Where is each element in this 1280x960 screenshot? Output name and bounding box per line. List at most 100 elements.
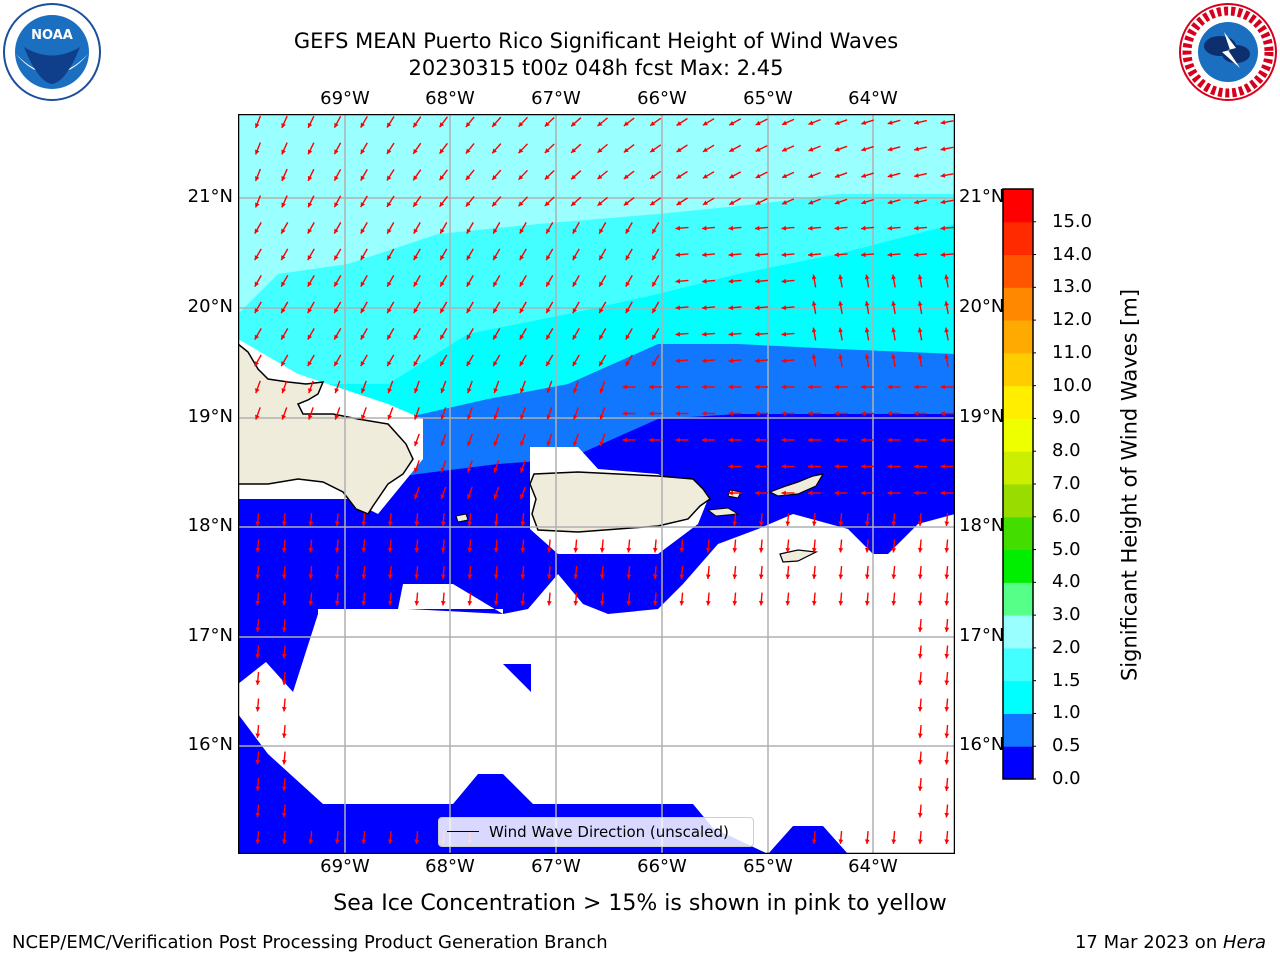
wave-direction-arrow xyxy=(466,301,474,314)
wave-direction-arrow xyxy=(412,169,422,181)
wave-direction-arrow xyxy=(413,301,421,314)
wave-direction-arrow xyxy=(914,490,927,496)
wave-direction-arrow xyxy=(570,196,582,207)
lon-label-bottom: 65°W xyxy=(743,856,793,877)
wave-direction-arrow xyxy=(493,460,500,473)
wave-direction-arrow xyxy=(307,168,315,182)
wave-direction-arrow xyxy=(705,565,711,580)
wave-direction-arrow xyxy=(625,301,633,314)
wave-direction-arrow xyxy=(755,198,768,205)
wave-direction-arrow xyxy=(387,380,394,394)
wave-direction-arrow xyxy=(281,804,287,818)
wave-direction-arrow xyxy=(439,248,448,261)
colorbar-segment xyxy=(1003,516,1033,551)
wave-direction-arrow xyxy=(940,225,954,231)
wave-direction-arrow xyxy=(838,512,844,527)
wave-direction-arrow xyxy=(940,490,954,496)
wave-direction-arrow xyxy=(254,168,262,182)
wave-direction-arrow xyxy=(838,300,843,315)
wave-direction-arrow xyxy=(281,777,287,792)
wave-direction-arrow xyxy=(861,437,874,443)
wave-direction-arrow xyxy=(834,490,848,496)
wave-direction-arrow xyxy=(413,328,421,340)
wave-direction-arrow xyxy=(597,170,608,180)
wave-direction-arrow xyxy=(861,198,874,205)
wave-direction-arrow xyxy=(493,592,499,606)
wave-direction-arrow xyxy=(651,248,660,261)
wave-direction-arrow xyxy=(519,275,527,287)
wave-direction-arrow xyxy=(386,222,395,234)
wave-direction-arrow xyxy=(386,275,395,287)
wave-direction-arrow xyxy=(887,384,901,390)
lat-label-left: 20°N xyxy=(187,296,233,317)
wave-direction-arrow xyxy=(917,645,923,659)
wave-direction-arrow xyxy=(254,142,262,155)
wave-direction-arrow xyxy=(861,384,874,390)
lat-label-left: 19°N xyxy=(187,406,233,427)
wave-direction-arrow xyxy=(387,407,394,420)
wave-direction-arrow xyxy=(728,118,742,126)
wave-direction-arrow xyxy=(545,328,554,340)
wave-direction-arrow xyxy=(572,328,580,340)
wave-direction-arrow xyxy=(254,195,262,208)
wave-direction-arrow xyxy=(807,252,822,258)
wave-direction-arrow xyxy=(808,171,821,179)
wave-direction-arrow xyxy=(333,195,342,208)
wave-direction-arrow xyxy=(649,437,662,443)
wave-direction-arrow xyxy=(623,197,635,206)
wave-direction-arrow xyxy=(887,146,901,152)
wave-direction-arrow xyxy=(944,274,949,288)
wave-direction-arrow xyxy=(944,698,950,712)
wave-direction-arrow xyxy=(675,358,689,364)
lon-label-top: 66°W xyxy=(637,88,687,109)
wave-direction-arrow xyxy=(755,437,768,443)
wave-direction-arrow xyxy=(467,592,473,606)
wave-direction-arrow xyxy=(281,380,288,394)
wave-direction-arrow xyxy=(520,512,526,527)
wave-direction-arrow xyxy=(891,565,897,580)
colorbar-tick-label: 11.0 xyxy=(1052,341,1093,363)
wave-direction-arrow xyxy=(834,411,848,416)
lon-label-top: 65°W xyxy=(743,88,793,109)
lat-label-right: 19°N xyxy=(959,406,1005,427)
wave-direction-arrow xyxy=(917,512,923,527)
colorbar-segment xyxy=(1003,746,1033,780)
wave-direction-arrow xyxy=(467,407,473,420)
wave-direction-arrow xyxy=(838,327,843,341)
wave-direction-arrow xyxy=(781,411,795,416)
wave-direction-arrow xyxy=(467,486,473,500)
wave-direction-arrow xyxy=(361,380,367,394)
colorbar-label: Significant Height of Wind Waves [m] xyxy=(1117,288,1142,682)
wave-direction-arrow xyxy=(280,222,289,234)
wave-direction-arrow xyxy=(785,539,791,553)
wave-direction-arrow xyxy=(625,328,633,340)
footer-host: Hera xyxy=(1222,932,1266,953)
wave-direction-arrow xyxy=(702,437,715,443)
wave-direction-arrow xyxy=(675,305,689,311)
wave-direction-arrow xyxy=(281,618,287,633)
wave-direction-arrow xyxy=(572,354,580,367)
wave-direction-arrow xyxy=(891,539,897,553)
wave-direction-arrow xyxy=(440,486,447,500)
wave-direction-arrow xyxy=(387,539,393,553)
wave-direction-arrow xyxy=(281,565,287,580)
wave-direction-arrow xyxy=(308,407,314,420)
wave-direction-arrow xyxy=(334,512,340,527)
wave-direction-arrow xyxy=(308,592,314,606)
wave-direction-arrow xyxy=(728,278,742,284)
wave-direction-arrow xyxy=(492,354,501,367)
wave-direction-arrow xyxy=(413,354,421,367)
wave-direction-arrow xyxy=(758,565,764,580)
colorbar-tick-label: 15.0 xyxy=(1052,210,1093,232)
wave-direction-arrow xyxy=(413,275,421,287)
wave-direction-arrow xyxy=(887,199,901,205)
wave-direction-arrow xyxy=(754,331,769,337)
wave-direction-arrow xyxy=(361,539,367,553)
wave-direction-arrow xyxy=(914,464,927,469)
wave-direction-arrow xyxy=(887,119,901,125)
wave-direction-arrow xyxy=(519,248,527,261)
wave-direction-arrow xyxy=(891,300,896,315)
wave-direction-arrow xyxy=(281,671,287,686)
lat-label-right: 17°N xyxy=(959,625,1005,646)
wave-direction-arrow xyxy=(334,830,340,845)
